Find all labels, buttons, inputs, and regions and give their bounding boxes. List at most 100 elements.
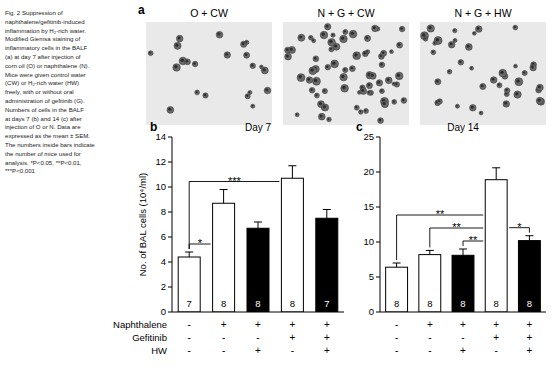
cell <box>195 90 200 95</box>
caption-line: at days 7 (b) and 14 (c) after <box>5 115 82 122</box>
image-title: N + G + CW <box>317 7 374 19</box>
caption-line: administration of gefitinib (G). <box>5 97 85 104</box>
error-bar <box>185 252 193 257</box>
cell-nucleus <box>397 73 400 76</box>
cell-nucleus <box>422 33 426 37</box>
cell-nucleus <box>193 62 195 64</box>
y-tick <box>168 187 172 188</box>
cell-nucleus <box>245 41 247 43</box>
error-bar <box>323 210 331 219</box>
caption-line: Mice were given control water <box>5 71 86 78</box>
chart-title: Day 14 <box>447 122 479 133</box>
cell-nucleus <box>322 33 325 36</box>
y-tick-label: 0 <box>161 306 166 317</box>
y-tick <box>376 207 380 208</box>
significance-label: * <box>517 221 522 233</box>
cell <box>264 87 271 94</box>
bar <box>485 180 507 312</box>
image-background <box>146 22 272 125</box>
cell-nucleus <box>341 75 344 78</box>
cell-nucleus <box>377 81 380 84</box>
cell <box>340 73 347 80</box>
cell-nucleus <box>382 51 385 54</box>
cell <box>306 77 313 84</box>
cell-nucleus <box>310 68 313 71</box>
y-tick <box>376 137 380 138</box>
caption-line: Modified Giemsa staining of <box>5 35 80 42</box>
cell <box>504 88 509 93</box>
y-axis-label: No. of BAL cells (10⁴/ml) <box>137 173 148 277</box>
bar <box>316 218 338 312</box>
error-bar <box>525 236 533 241</box>
bracket-leg <box>429 228 430 247</box>
cell-nucleus <box>265 88 268 91</box>
treatment-sign: + <box>526 332 532 343</box>
cell <box>423 37 427 41</box>
y-tick-label: 5 <box>369 271 374 282</box>
cell <box>479 111 483 115</box>
n-label: 7 <box>324 298 329 309</box>
cell <box>536 97 543 104</box>
y-tick <box>168 162 172 163</box>
y-tick <box>168 137 172 138</box>
cell-nucleus <box>358 91 360 93</box>
y-tick-label: 20 <box>363 166 374 177</box>
cell-nucleus <box>323 105 326 108</box>
treatment-sign: - <box>395 319 398 330</box>
error-cap <box>492 167 500 168</box>
error-bar <box>492 168 500 180</box>
cell-nucleus <box>432 51 434 53</box>
cell <box>192 61 197 66</box>
cell-nucleus <box>251 64 253 66</box>
cell <box>437 99 442 104</box>
significance-bracket: ** <box>463 234 483 246</box>
cell-nucleus <box>448 70 450 72</box>
error-cap <box>393 263 401 264</box>
cell <box>298 34 305 41</box>
bars <box>178 166 338 312</box>
cell-nucleus <box>298 75 302 79</box>
y-tick-label: 10 <box>155 181 166 192</box>
error-stem <box>496 168 497 180</box>
error-stem <box>189 252 190 257</box>
error-bar <box>288 166 296 179</box>
cell-nucleus <box>323 89 325 91</box>
bracket-leg <box>396 215 397 260</box>
caption-line: analysis. *P<0.05, **P<0.01, <box>5 159 82 166</box>
cell-nucleus <box>309 36 311 38</box>
error-bar <box>254 222 262 228</box>
cell-nucleus <box>492 78 495 81</box>
cell-nucleus <box>515 92 518 95</box>
cell <box>499 69 507 77</box>
micrograph: N + G + CW <box>283 7 409 125</box>
cell-nucleus <box>436 80 439 83</box>
cell <box>327 117 332 122</box>
cell <box>318 113 325 120</box>
cell-nucleus <box>355 106 357 108</box>
cell <box>364 109 369 114</box>
bar <box>178 257 200 312</box>
cell <box>514 64 518 68</box>
n-label: 8 <box>290 298 295 309</box>
cell-nucleus <box>332 34 334 36</box>
cell-nucleus <box>481 85 484 88</box>
cell <box>381 101 388 108</box>
cell <box>251 104 255 108</box>
treatment-label: HW <box>151 345 167 356</box>
cell-nucleus <box>505 89 507 91</box>
error-cap <box>459 249 467 250</box>
cell-nucleus <box>168 108 171 111</box>
cell <box>514 91 521 98</box>
cell <box>470 105 476 111</box>
cell-nucleus <box>290 48 293 51</box>
image-background <box>283 22 409 125</box>
cell-nucleus <box>350 67 353 70</box>
cell <box>224 52 230 58</box>
error-stem <box>258 222 259 228</box>
bar <box>419 255 441 312</box>
n-label: 8 <box>221 298 226 309</box>
y-tick-label: 14 <box>155 131 166 142</box>
cell <box>340 35 348 43</box>
bars <box>386 168 541 312</box>
error-cap <box>426 250 434 251</box>
